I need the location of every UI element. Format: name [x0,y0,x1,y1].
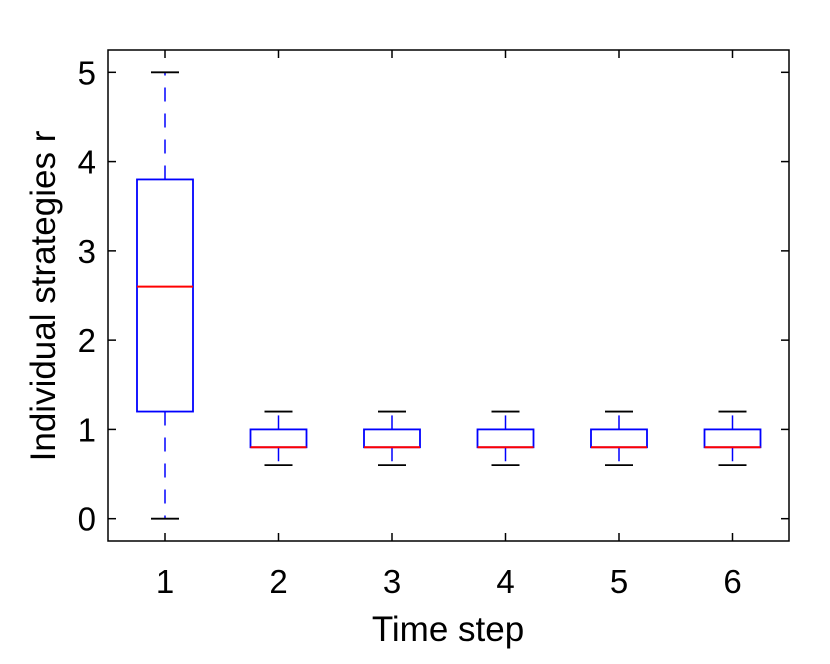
box-5 [590,410,648,467]
iqr-box [476,428,535,449]
tick-labels: 0 1 2 3 4 5 1 2 3 4 5 6 [78,54,742,600]
box-2 [249,410,308,467]
plot-area [107,49,790,542]
y-tick-label: 1 [78,411,96,448]
iqr-box [249,428,308,449]
x-tick-label: 4 [496,563,514,600]
x-tick-label: 1 [156,563,174,600]
y-tick-label: 0 [78,501,96,538]
iqr-box [363,428,421,449]
box-6 [703,410,762,467]
box-1 [136,71,194,520]
y-tick-label: 3 [78,233,96,270]
axis-ticks [108,50,789,541]
x-tick-label: 2 [269,563,287,600]
x-tick-label: 3 [383,563,401,600]
y-tick-label: 2 [78,322,96,359]
box-4 [476,410,535,467]
box-series [136,71,762,520]
iqr-box [703,428,762,449]
x-tick-label: 6 [723,563,741,600]
iqr-box [136,178,194,413]
iqr-box [590,428,648,449]
y-tick-label: 4 [78,144,96,181]
y-tick-label: 5 [78,54,96,91]
y-axis-title: Individual strategies r [24,130,63,461]
x-tick-label: 5 [610,563,628,600]
x-axis-title: Time step [372,610,524,649]
box-3 [363,410,421,467]
